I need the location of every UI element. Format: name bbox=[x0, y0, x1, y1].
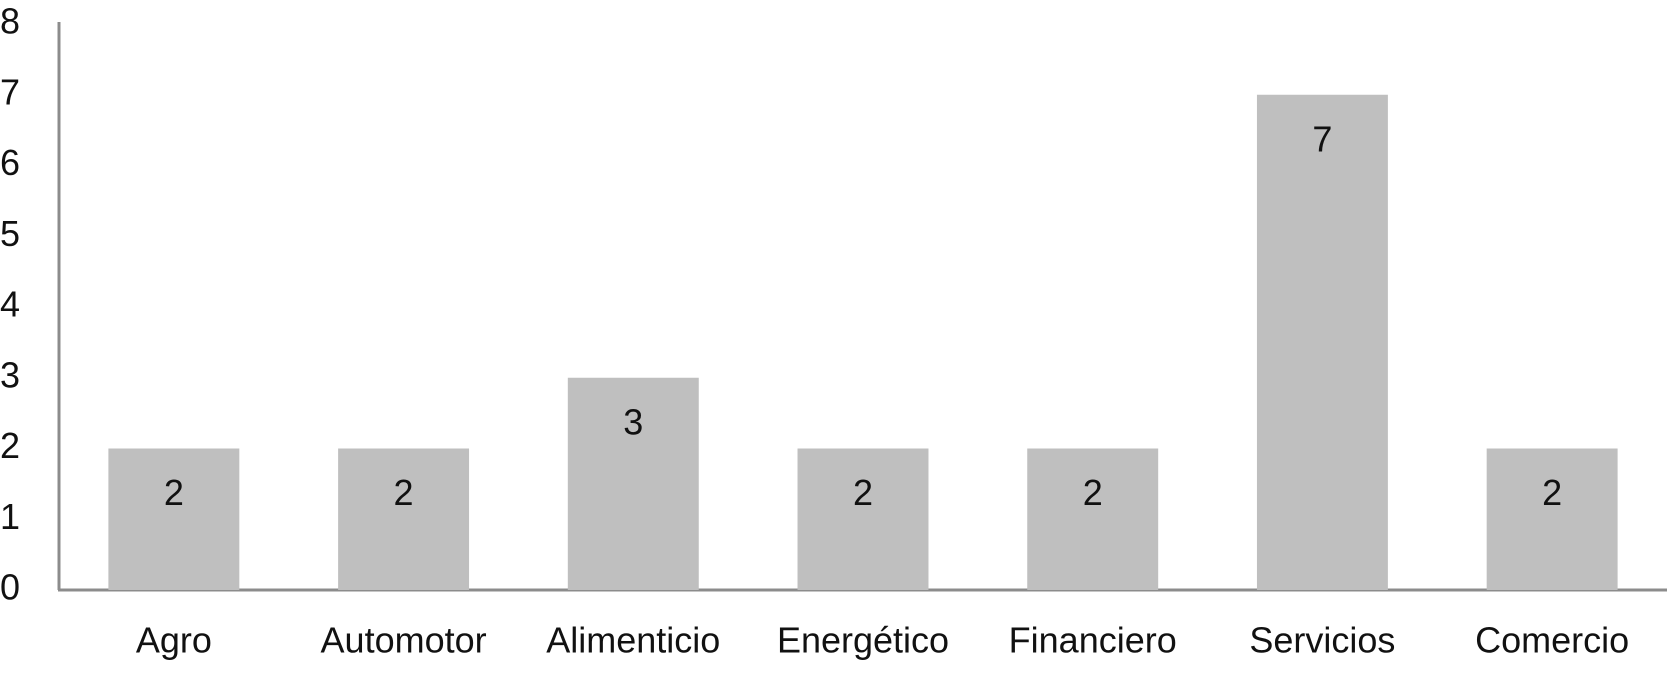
y-tick-label: 8 bbox=[0, 1, 20, 42]
bar bbox=[1256, 94, 1388, 590]
y-tick-label: 6 bbox=[0, 142, 20, 183]
y-tick-label: 4 bbox=[0, 284, 20, 325]
x-tick-label: Financiero bbox=[1009, 620, 1177, 661]
x-tick-label: Automotor bbox=[321, 620, 487, 661]
value-label: 2 bbox=[164, 472, 184, 513]
bar bbox=[338, 448, 470, 590]
x-tick-label: Servicios bbox=[1249, 620, 1395, 661]
bar bbox=[1027, 448, 1159, 590]
y-tick-label: 5 bbox=[0, 213, 20, 254]
value-label: 2 bbox=[394, 472, 414, 513]
x-tick-label: Comercio bbox=[1475, 620, 1629, 661]
y-tick-label: 7 bbox=[0, 71, 20, 112]
value-label: 3 bbox=[623, 401, 643, 442]
x-tick-label: Agro bbox=[136, 620, 212, 661]
y-tick-label: 0 bbox=[0, 567, 20, 608]
value-label: 2 bbox=[1083, 472, 1103, 513]
x-tick-label: Alimenticio bbox=[546, 620, 720, 661]
value-label: 7 bbox=[1312, 118, 1332, 159]
bar bbox=[108, 448, 240, 590]
bar bbox=[1486, 448, 1618, 590]
value-label: 2 bbox=[853, 472, 873, 513]
y-tick-label: 2 bbox=[0, 425, 20, 466]
y-tick-label: 3 bbox=[0, 354, 20, 395]
bar bbox=[567, 377, 699, 590]
y-tick-label: 1 bbox=[0, 496, 20, 537]
bar bbox=[797, 448, 929, 590]
x-tick-label: Energético bbox=[777, 620, 949, 661]
value-label: 2 bbox=[1542, 472, 1562, 513]
